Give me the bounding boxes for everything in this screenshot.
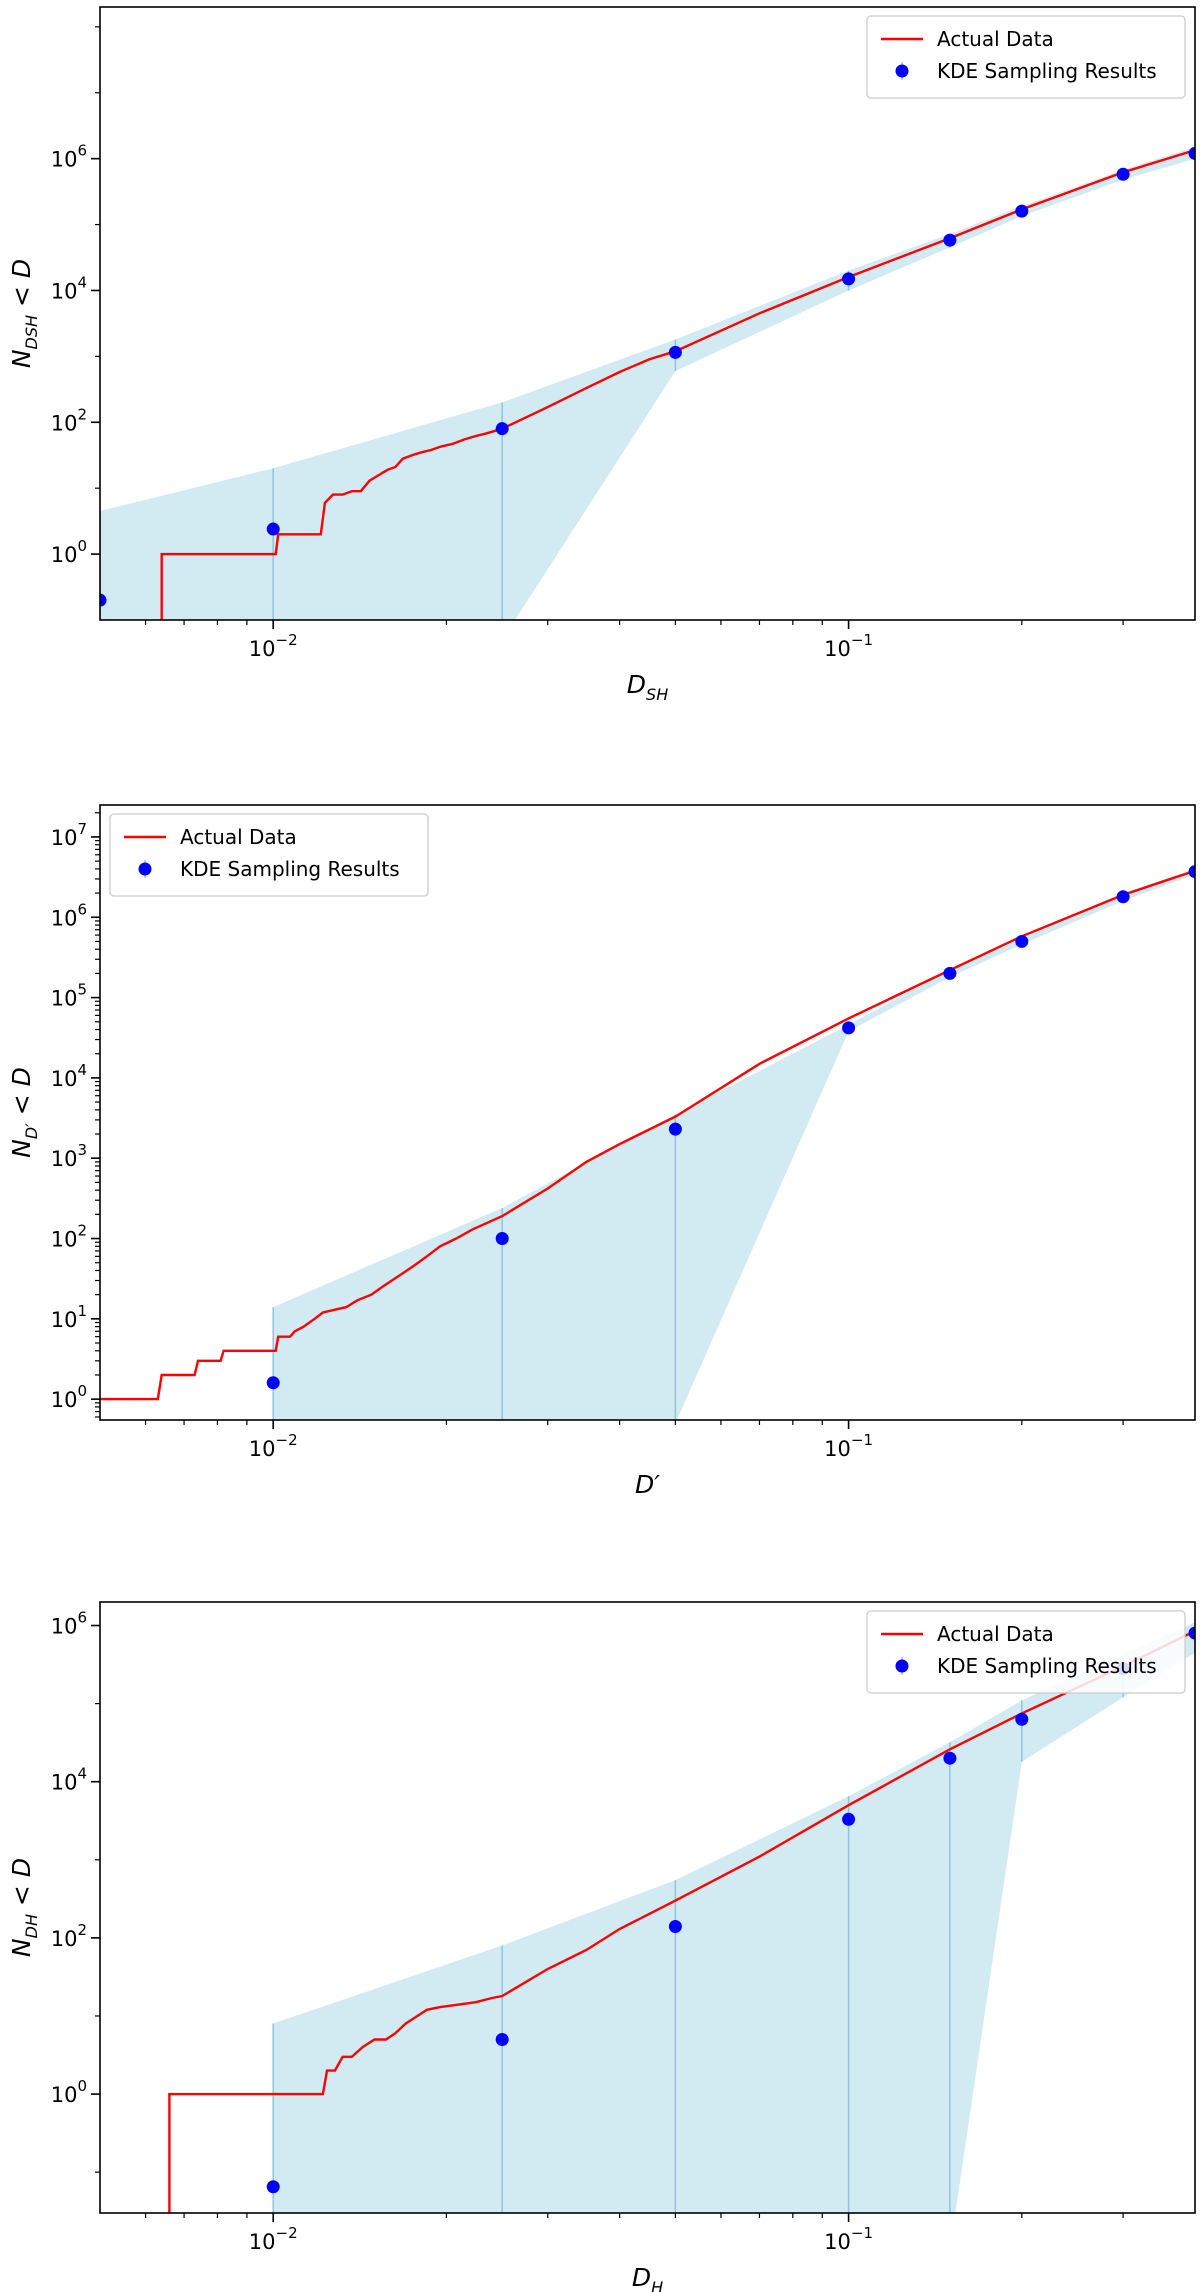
legend-label-kde: KDE Sampling Results bbox=[937, 1654, 1157, 1678]
axes-frame bbox=[99, 804, 1196, 1421]
kde-point bbox=[1116, 167, 1130, 181]
legend-swatch-kde bbox=[138, 862, 152, 876]
y-tick-label: 107 bbox=[51, 820, 87, 850]
kde-point bbox=[495, 1232, 509, 1246]
legend-label-actual: Actual Data bbox=[937, 27, 1054, 51]
legend-swatch-kde bbox=[895, 1659, 909, 1673]
legend-label-kde: KDE Sampling Results bbox=[937, 59, 1157, 83]
legend: Actual Data KDE Sampling Results bbox=[866, 1610, 1186, 1694]
legend-box bbox=[109, 813, 429, 897]
actual-data-line bbox=[168, 1629, 1195, 2213]
kde-point bbox=[495, 2032, 509, 2046]
y-tick-label: 106 bbox=[51, 142, 87, 172]
kde-point bbox=[1015, 1712, 1029, 1726]
y-tick-label: 104 bbox=[51, 1765, 87, 1795]
kde-point bbox=[495, 422, 509, 436]
x-tick-label: 10−1 bbox=[824, 1431, 873, 1461]
kde-point bbox=[266, 2180, 280, 2194]
y-tick-label: 102 bbox=[51, 1222, 87, 1252]
kde-confidence-band bbox=[273, 1622, 1195, 2213]
legend-label-actual: Actual Data bbox=[937, 1622, 1054, 1646]
kde-point bbox=[266, 1376, 280, 1390]
kde-point bbox=[1015, 204, 1029, 218]
legend: Actual Data KDE Sampling Results bbox=[866, 15, 1186, 99]
x-tick-label: 10−2 bbox=[249, 1431, 298, 1461]
kde-point bbox=[100, 593, 107, 607]
y-tick-label: 100 bbox=[51, 1382, 87, 1412]
x-tick-label: 10−1 bbox=[824, 631, 873, 661]
kde-point bbox=[943, 1751, 957, 1765]
kde-point bbox=[943, 966, 957, 980]
legend-box bbox=[866, 15, 1186, 99]
kde-point bbox=[842, 1812, 856, 1826]
x-axis-label: D′ bbox=[635, 1470, 660, 1499]
kde-confidence-band bbox=[273, 868, 1195, 1420]
legend-box bbox=[866, 1610, 1186, 1694]
y-tick-label: 105 bbox=[51, 981, 87, 1011]
chart-dsh: 10−2 10−1 100 102 104 106 DSH NDSH < D Actual Da… bbox=[7, 6, 1196, 704]
kde-point bbox=[266, 522, 280, 536]
kde-confidence-band bbox=[100, 147, 1195, 620]
x-axis-label: DSH bbox=[627, 670, 668, 704]
kde-point bbox=[668, 1122, 682, 1136]
y-tick-label: 106 bbox=[51, 1609, 87, 1639]
y-tick-label: 101 bbox=[51, 1302, 87, 1332]
kde-point bbox=[1188, 865, 1195, 879]
axes-frame bbox=[99, 1601, 1196, 2214]
kde-point bbox=[1116, 890, 1130, 904]
y-tick-label: 102 bbox=[51, 405, 87, 435]
legend-swatch-kde bbox=[895, 64, 909, 78]
kde-point bbox=[1015, 934, 1029, 948]
legend-label-kde: KDE Sampling Results bbox=[180, 857, 400, 881]
y-tick-label: 100 bbox=[51, 2077, 87, 2107]
y-tick-label: 106 bbox=[51, 900, 87, 930]
axes-frame bbox=[99, 6, 1196, 621]
legend-label-actual: Actual Data bbox=[180, 825, 297, 849]
y-tick-label: 102 bbox=[51, 1921, 87, 1951]
kde-point bbox=[668, 345, 682, 359]
x-tick-label: 10−2 bbox=[249, 2224, 298, 2254]
kde-point bbox=[1188, 146, 1195, 160]
kde-point bbox=[943, 233, 957, 247]
y-tick-label: 100 bbox=[51, 537, 87, 567]
plot-area bbox=[100, 865, 1195, 1420]
chart-dprime: 10−2 10−1 100 101 102 103 104 105 106 107 D′ ND′ < … bbox=[7, 804, 1196, 1499]
plot-area bbox=[100, 146, 1195, 620]
x-tick-label: 10−1 bbox=[824, 2224, 873, 2254]
y-tick-label: 104 bbox=[51, 1061, 87, 1091]
chart-dh: 10−2 10−1 100 102 104 106 DH NDH < D Actual Data… bbox=[7, 1601, 1196, 2292]
y-axis-label: NDSH < D bbox=[7, 259, 41, 368]
kde-point bbox=[842, 1021, 856, 1035]
actual-data-line bbox=[100, 869, 1195, 1401]
y-tick-label: 104 bbox=[51, 273, 87, 303]
kde-point bbox=[1188, 1626, 1195, 1640]
y-axis-label: NDH < D bbox=[7, 1858, 41, 1957]
x-tick-label: 10−2 bbox=[249, 631, 298, 661]
y-tick-label: 103 bbox=[51, 1141, 87, 1171]
y-axis-label: ND′ < D bbox=[7, 1067, 41, 1158]
actual-data-line bbox=[160, 148, 1195, 620]
kde-point bbox=[842, 272, 856, 286]
kde-point bbox=[668, 1919, 682, 1933]
x-axis-label: DH bbox=[632, 2263, 663, 2292]
legend: Actual Data KDE Sampling Results bbox=[109, 813, 429, 897]
plot-area bbox=[168, 1622, 1195, 2213]
